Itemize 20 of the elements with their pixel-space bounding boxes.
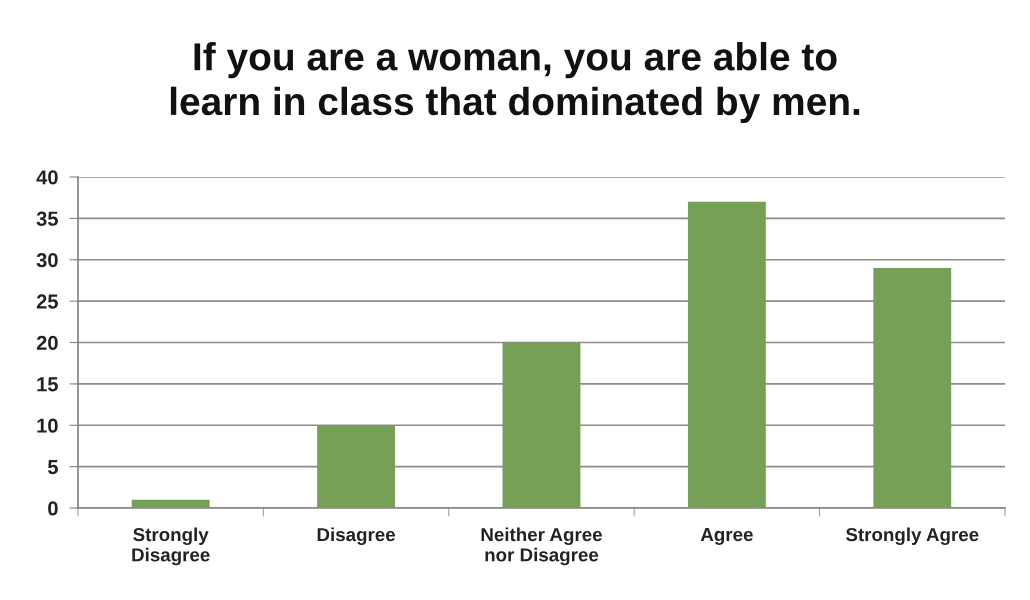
- y-tick-label: 15: [37, 377, 58, 392]
- y-tick-label: 20: [36, 335, 58, 351]
- x-tick-label: Strongly Agree: [845, 527, 979, 546]
- y-tick-label: 25: [36, 294, 58, 309]
- y-tick-label: 30: [36, 252, 58, 268]
- bar: [131, 499, 210, 509]
- y-tick-label: 40: [36, 170, 58, 185]
- x-tick-label: Disagree: [317, 527, 396, 546]
- bar: [502, 342, 581, 509]
- bar: [317, 425, 396, 509]
- chart-title: If you are a woman, you are able to learn in class that dominated by men.: [170, 42, 860, 123]
- y-tick-label: 35: [36, 211, 58, 226]
- x-tick-label: Strongly Disagree: [132, 527, 210, 566]
- y-tick-label: 0: [48, 501, 58, 516]
- y-tick-label: 5: [47, 460, 58, 475]
- x-tick-label: Agree: [700, 528, 753, 545]
- bar: [687, 201, 766, 509]
- x-tick-label: Neither Agree nor Disagree: [481, 527, 602, 566]
- y-tick-label: 10: [37, 418, 58, 433]
- bar: [873, 268, 952, 509]
